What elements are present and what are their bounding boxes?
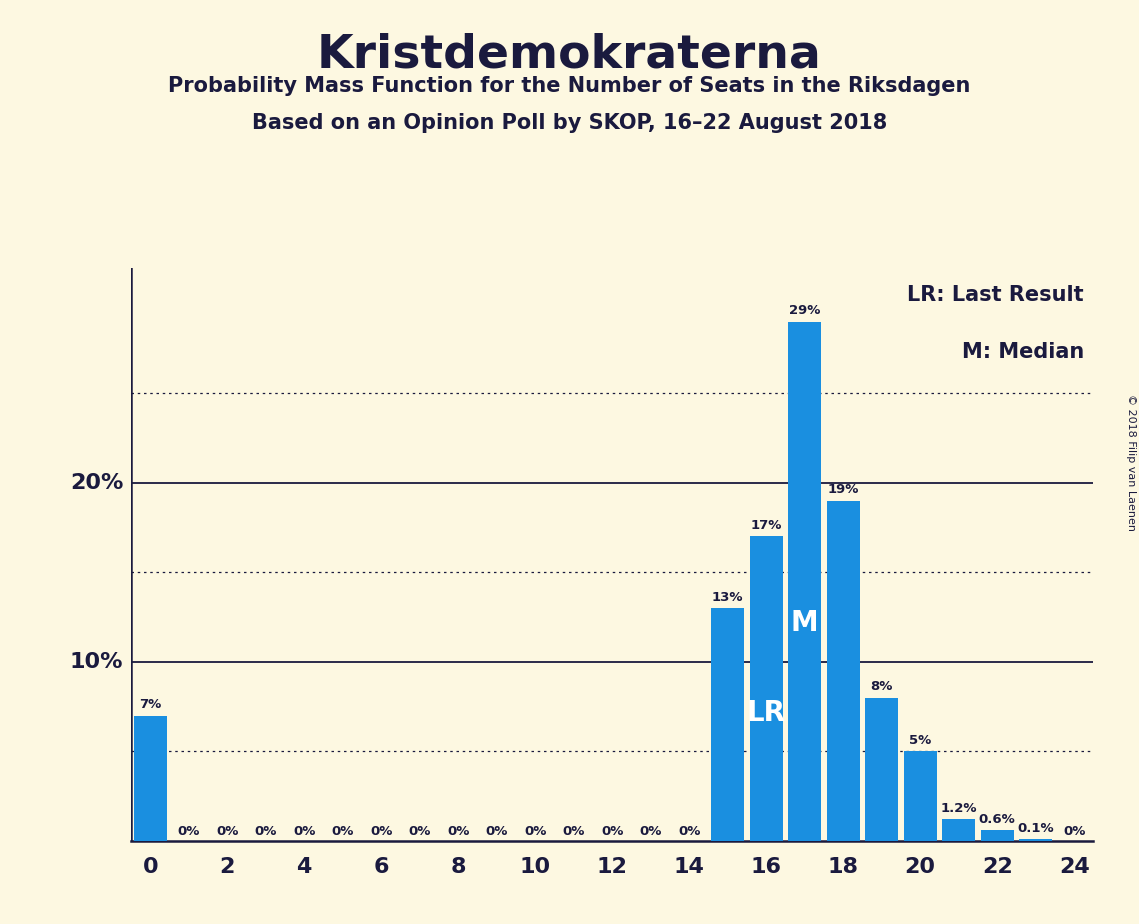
Bar [981, 830, 1014, 841]
Text: © 2018 Filip van Laenen: © 2018 Filip van Laenen [1126, 394, 1136, 530]
Text: 0%: 0% [216, 825, 238, 838]
Bar [749, 537, 782, 841]
Bar [904, 751, 936, 841]
Text: 0%: 0% [485, 825, 508, 838]
Text: 0%: 0% [409, 825, 431, 838]
Text: 0%: 0% [524, 825, 547, 838]
Text: Probability Mass Function for the Number of Seats in the Riksdagen: Probability Mass Function for the Number… [169, 76, 970, 96]
Text: LR: Last Result: LR: Last Result [907, 286, 1084, 305]
Text: 0%: 0% [178, 825, 200, 838]
Text: LR: LR [747, 699, 786, 727]
Text: 19%: 19% [828, 483, 859, 496]
Bar [134, 715, 166, 841]
Bar [788, 322, 821, 841]
Text: 0%: 0% [370, 825, 393, 838]
Bar [866, 698, 898, 841]
Text: 0%: 0% [563, 825, 585, 838]
Text: 0%: 0% [254, 825, 277, 838]
Text: Based on an Opinion Poll by SKOP, 16–22 August 2018: Based on an Opinion Poll by SKOP, 16–22 … [252, 113, 887, 133]
Text: 10%: 10% [69, 651, 123, 672]
Text: 0.1%: 0.1% [1017, 821, 1054, 834]
Bar [1019, 839, 1052, 841]
Bar [827, 501, 860, 841]
Text: 0%: 0% [1063, 825, 1085, 838]
Text: 0.6%: 0.6% [978, 812, 1016, 826]
Text: 0%: 0% [601, 825, 623, 838]
Text: 29%: 29% [789, 304, 820, 317]
Text: 8%: 8% [870, 680, 893, 693]
Text: 0%: 0% [331, 825, 354, 838]
Text: 0%: 0% [678, 825, 700, 838]
Text: 5%: 5% [909, 734, 932, 747]
Text: Kristdemokraterna: Kristdemokraterna [317, 32, 822, 78]
Bar [712, 608, 744, 841]
Text: M: Median: M: Median [961, 343, 1084, 362]
Text: 0%: 0% [293, 825, 316, 838]
Text: 7%: 7% [139, 698, 162, 711]
Text: 13%: 13% [712, 590, 744, 603]
Bar [942, 820, 975, 841]
Text: 1.2%: 1.2% [941, 802, 977, 815]
Text: 17%: 17% [751, 519, 781, 532]
Text: M: M [790, 609, 819, 637]
Text: 0%: 0% [639, 825, 662, 838]
Text: 20%: 20% [69, 473, 123, 492]
Text: 0%: 0% [446, 825, 469, 838]
